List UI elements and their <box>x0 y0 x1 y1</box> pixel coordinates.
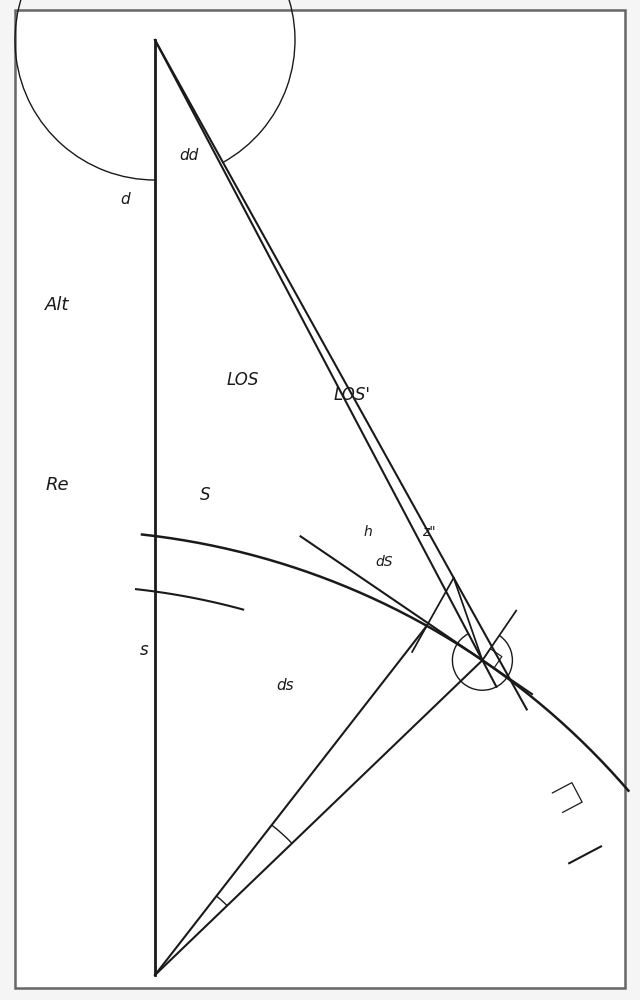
Text: ds: ds <box>276 678 294 692</box>
Text: dd: dd <box>179 147 198 162</box>
Text: LOS': LOS' <box>333 386 371 404</box>
Text: Re: Re <box>46 476 69 494</box>
Text: s: s <box>140 641 148 659</box>
Text: LOS: LOS <box>227 371 259 389</box>
Text: h: h <box>364 525 372 539</box>
Text: Alt: Alt <box>45 296 70 314</box>
Text: S: S <box>200 486 210 504</box>
Text: d: d <box>120 192 130 208</box>
Text: dS: dS <box>375 555 393 569</box>
Text: z": z" <box>422 525 436 539</box>
